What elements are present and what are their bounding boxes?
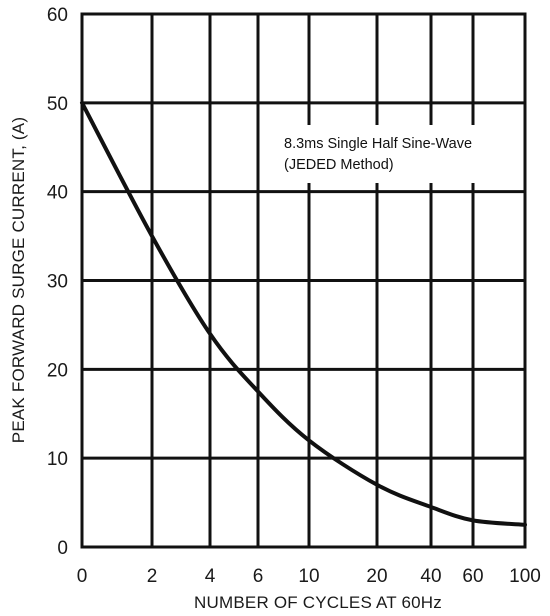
y-axis-title: PEAK FORWARD SURGE CURRENT, (A) bbox=[9, 117, 28, 443]
x-tick-label: 60 bbox=[462, 566, 483, 587]
y-tick-label: 40 bbox=[47, 183, 68, 204]
x-tick-label: 40 bbox=[420, 566, 441, 587]
y-tick-labels: 0 10 20 30 40 50 60 bbox=[47, 5, 68, 559]
x-tick-label: 10 bbox=[298, 566, 319, 587]
annotation-line-1: 8.3ms Single Half Sine-Wave bbox=[284, 136, 472, 152]
y-tick-label: 30 bbox=[47, 272, 68, 293]
series-line bbox=[80, 100, 527, 527]
x-tick-label: 6 bbox=[253, 566, 264, 587]
x-axis-title: NUMBER OF CYCLES AT 60Hz bbox=[194, 593, 442, 612]
x-tick-label: 4 bbox=[205, 566, 216, 587]
x-tick-label: 2 bbox=[147, 566, 158, 587]
annotation-line-2: (JEDED Method) bbox=[284, 157, 394, 173]
y-tick-label: 0 bbox=[57, 538, 68, 559]
y-tick-label: 60 bbox=[47, 5, 68, 26]
y-tick-label: 20 bbox=[47, 360, 68, 381]
x-tick-label: 100 bbox=[509, 566, 541, 587]
y-tick-label: 50 bbox=[47, 94, 68, 115]
x-tick-label: 20 bbox=[366, 566, 387, 587]
grid bbox=[82, 14, 525, 547]
annotation-background bbox=[278, 125, 522, 183]
x-tick-label: 0 bbox=[77, 566, 88, 587]
annotation-box: 8.3ms Single Half Sine-Wave (JEDED Metho… bbox=[278, 125, 522, 183]
x-tick-labels: 0 2 4 6 10 20 40 60 100 bbox=[77, 566, 541, 587]
y-tick-label: 10 bbox=[47, 449, 68, 470]
plot-frame bbox=[80, 12, 527, 549]
